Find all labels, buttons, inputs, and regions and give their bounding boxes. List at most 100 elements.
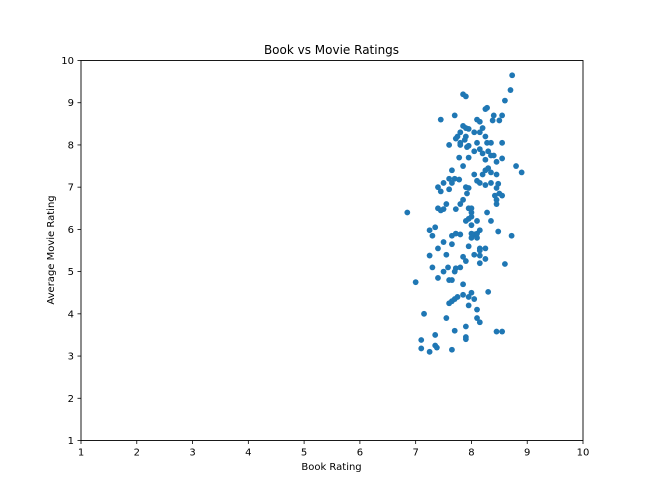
data-point <box>485 148 492 155</box>
data-point <box>452 135 459 142</box>
data-point <box>464 144 470 150</box>
data-point <box>490 152 497 159</box>
data-point <box>457 231 464 238</box>
data-point <box>474 306 480 313</box>
data-point <box>446 175 453 182</box>
data-point <box>449 180 455 186</box>
data-point <box>446 300 453 307</box>
data-point <box>446 186 453 193</box>
data-point <box>476 129 483 136</box>
y-tick-label: 1 <box>68 436 74 447</box>
x-tick-label: 2 <box>134 448 140 459</box>
data-point <box>471 251 478 258</box>
data-point <box>443 251 450 258</box>
y-tick-label: 8 <box>68 140 74 151</box>
data-point <box>474 315 480 321</box>
data-point <box>435 275 441 281</box>
data-point <box>493 328 500 335</box>
data-point <box>452 206 459 213</box>
x-axis: 1 2 3 4 5 6 7 8 9 10 <box>78 440 590 459</box>
data-point <box>457 129 464 136</box>
data-point <box>432 224 439 231</box>
data-point <box>440 268 447 275</box>
data-point <box>476 146 483 153</box>
data-point <box>518 169 525 176</box>
data-point <box>476 180 483 186</box>
data-point <box>479 150 486 157</box>
data-point <box>462 218 469 224</box>
data-point <box>508 232 515 239</box>
data-point <box>493 201 500 207</box>
data-point <box>440 180 447 186</box>
data-point <box>471 148 478 155</box>
y-tick-label: 4 <box>68 309 74 320</box>
data-point <box>433 344 440 351</box>
data-point <box>451 112 458 119</box>
x-tick-label: 5 <box>301 448 307 459</box>
x-tick-label: 10 <box>577 448 590 459</box>
y-tick-label: 10 <box>61 56 74 67</box>
data-point <box>446 142 453 148</box>
data-point <box>449 277 455 283</box>
data-point <box>460 281 466 288</box>
x-tick-label: 7 <box>412 448 418 459</box>
data-point <box>471 296 478 302</box>
x-tick-label: 1 <box>78 448 84 459</box>
data-point <box>460 196 466 203</box>
data-point <box>456 154 463 161</box>
data-point <box>451 175 458 182</box>
data-point <box>482 167 489 174</box>
data-point <box>495 228 502 235</box>
y-tick-label: 2 <box>68 394 74 405</box>
data-point <box>474 230 480 237</box>
data-point <box>449 167 455 174</box>
data-point <box>418 337 425 343</box>
data-point <box>468 289 475 296</box>
data-point <box>499 155 506 162</box>
y-tick-label: 9 <box>68 98 74 109</box>
data-point <box>484 209 490 216</box>
y-tick-label: 6 <box>68 225 74 236</box>
data-point <box>482 245 489 252</box>
x-axis-label: Book Rating <box>301 462 361 473</box>
data-point <box>484 104 490 111</box>
data-point <box>465 243 472 250</box>
data-point <box>437 116 444 123</box>
data-point <box>460 291 466 298</box>
data-point <box>493 185 500 191</box>
data-point <box>426 252 433 259</box>
data-point <box>496 117 503 124</box>
data-point <box>468 209 475 216</box>
data-point <box>464 190 470 197</box>
data-point <box>474 139 480 146</box>
data-point <box>482 156 489 163</box>
data-point <box>489 117 496 124</box>
data-point <box>449 241 455 248</box>
x-tick-label: 3 <box>189 448 195 459</box>
data-point <box>449 346 455 353</box>
x-tick-label: 9 <box>524 448 530 459</box>
data-point <box>456 176 463 183</box>
data-point <box>457 264 464 271</box>
data-point <box>499 112 506 119</box>
data-point <box>418 345 425 352</box>
data-point <box>482 182 489 188</box>
data-point <box>482 256 489 262</box>
data-point <box>426 227 433 234</box>
data-point <box>462 93 469 100</box>
data-point <box>457 201 464 207</box>
data-point <box>490 112 497 119</box>
data-point <box>445 264 451 271</box>
scatter-points <box>404 72 525 355</box>
data-point <box>437 188 444 195</box>
data-point <box>449 232 455 239</box>
data-point <box>465 294 472 300</box>
data-point <box>460 163 466 169</box>
data-point <box>451 327 458 334</box>
data-point <box>493 196 500 203</box>
data-point <box>479 125 486 131</box>
data-point <box>499 328 506 335</box>
data-point <box>476 252 483 259</box>
data-point <box>479 171 486 178</box>
